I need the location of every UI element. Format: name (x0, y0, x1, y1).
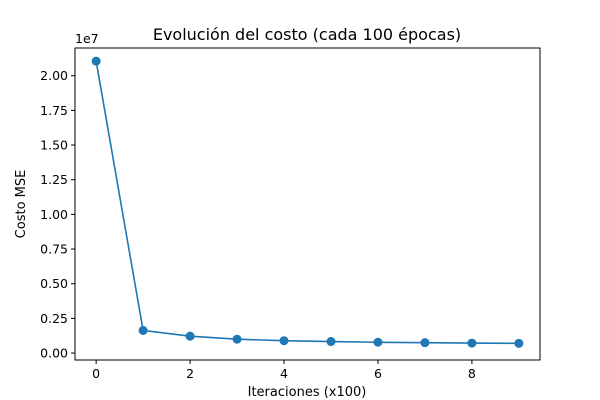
y-axis: 0.00 0.25 0.50 0.75 1.00 1.25 1.50 1.75 2.00 (40, 68, 75, 361)
y-tick-label: 0.75 (40, 242, 68, 257)
data-point (373, 337, 383, 347)
y-tick-label: 0.50 (40, 276, 68, 291)
y-tick-label: 1.50 (40, 138, 68, 153)
data-point (91, 56, 101, 66)
y-tick-label: 0.25 (40, 311, 68, 326)
data-point (232, 334, 242, 344)
y-tick-label: 1.00 (40, 207, 68, 222)
chart-title: Evolución del costo (cada 100 épocas) (153, 25, 461, 44)
x-axis-label: Iteraciones (x100) (248, 385, 367, 400)
data-point (138, 325, 148, 335)
data-point (326, 337, 336, 347)
series-line (91, 56, 524, 348)
y-tick-label: 1.75 (40, 103, 68, 118)
plot-area (74, 47, 541, 361)
x-tick-label: 8 (468, 366, 476, 381)
y-axis-label: Costo MSE (14, 170, 29, 239)
x-tick-label: 4 (280, 366, 288, 381)
series-polyline (95, 61, 519, 345)
x-axis: 0 2 4 6 8 (92, 360, 476, 381)
x-tick-label: 2 (186, 366, 194, 381)
y-tick-label: 1.25 (40, 172, 68, 187)
y-tick-label: 2.00 (40, 68, 68, 83)
data-point (279, 336, 289, 346)
data-point (185, 331, 195, 341)
x-tick-label: 6 (374, 366, 382, 381)
data-point (467, 338, 477, 348)
x-tick-label: 0 (92, 366, 100, 381)
data-point (420, 338, 430, 348)
y-tick-label: 0.00 (40, 346, 68, 361)
data-point (514, 338, 524, 348)
y-offset-label: 1e7 (75, 31, 99, 46)
